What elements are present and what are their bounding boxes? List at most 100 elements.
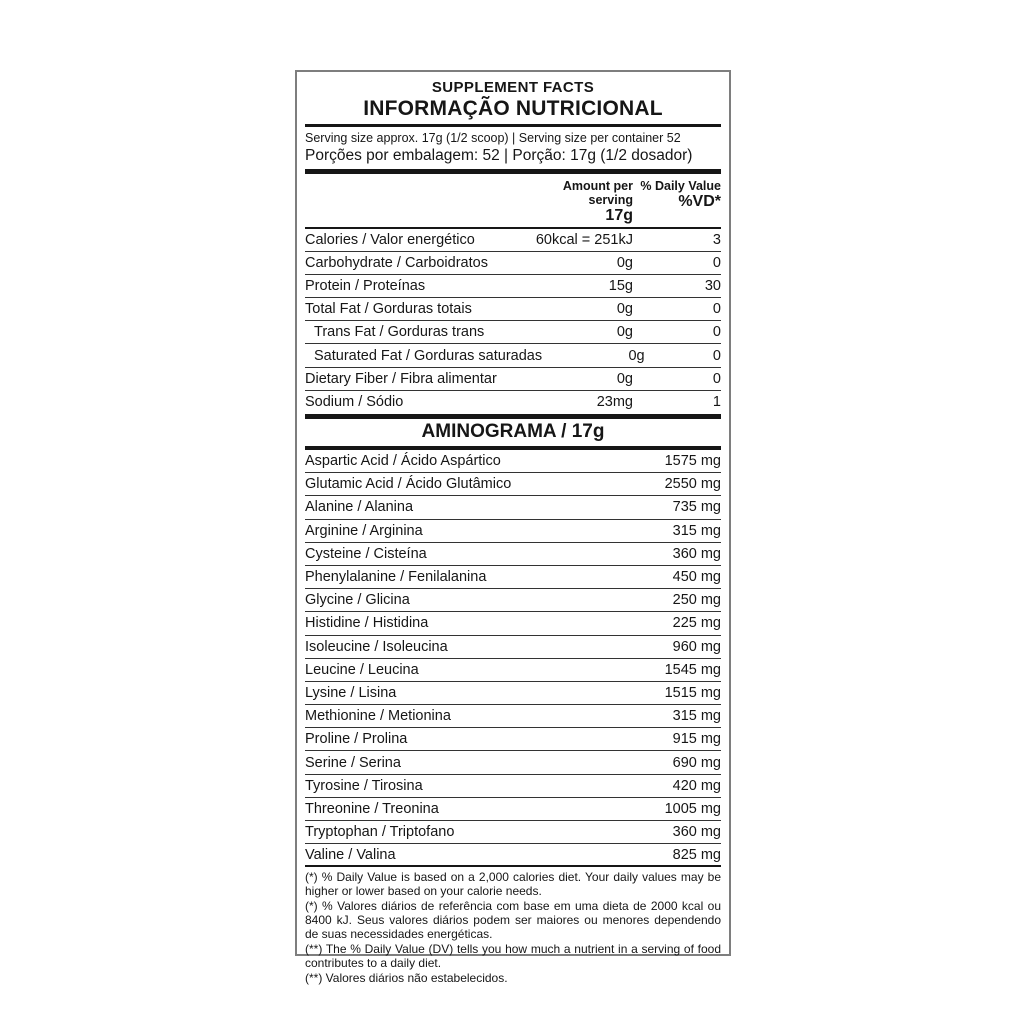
nutrient-amount: 60kcal = 251kJ — [535, 231, 633, 248]
nutrient-dv: 0 — [712, 347, 721, 364]
nutrient-amount: 15g — [608, 277, 633, 294]
serving-size-line-en: Serving size approx. 17g (1/2 scoop) | S… — [305, 130, 681, 145]
amino-acid-value: 360 mg — [672, 545, 721, 562]
table-row: Aspartic Acid / Ácido Aspártico 1575 mg — [305, 450, 721, 474]
table-row: Alanine / Alanina 735 mg — [305, 496, 721, 520]
label-title-en: SUPPLEMENT FACTS — [431, 79, 595, 96]
nutrient-dv: 0 — [712, 370, 721, 387]
table-row: Tyrosine / Tirosina 420 mg — [305, 775, 721, 798]
amino-acid-value: 250 mg — [672, 592, 721, 609]
table-row: Proline / Prolina 915 mg — [305, 728, 721, 752]
amino-acid-value: 420 mg — [672, 777, 721, 794]
nutrient-label: Calories / Valor energético — [305, 231, 475, 248]
table-row: Tryptophan / Triptofano 360 mg — [305, 821, 721, 845]
footnote-text: (*) % Daily Value is based on a 2,000 ca… — [305, 870, 721, 899]
nutrient-label: Carbohydrate / Carboidratos — [305, 254, 488, 271]
column-header-amount: Amount per serving 17g — [515, 179, 633, 224]
column-header-spacer — [305, 179, 515, 224]
table-row: Trans Fat / Gorduras trans 0g 0 — [305, 321, 721, 345]
table-row: Lysine / Lisina 1515 mg — [305, 682, 721, 706]
nutrient-dv: 1 — [712, 394, 721, 411]
amino-acid-label: Tryptophan / Triptofano — [305, 824, 455, 841]
amino-acid-value: 1515 mg — [664, 684, 721, 701]
table-row: Threonine / Treonina 1005 mg — [305, 798, 721, 821]
amino-acid-label: Aspartic Acid / Ácido Aspártico — [305, 453, 501, 470]
column-headers: Amount per serving 17g % Daily Value %VD… — [305, 179, 721, 229]
amino-acid-label: Arginine / Arginina — [305, 522, 423, 539]
amino-acid-value: 225 mg — [672, 615, 721, 632]
amino-acid-value: 315 mg — [672, 708, 721, 725]
daily-value-label: % Daily Value — [640, 178, 721, 193]
amino-acid-value: 315 mg — [672, 522, 721, 539]
column-header-dv: % Daily Value %VD* — [633, 179, 721, 224]
table-row: Isoleucine / Isoleucina 960 mg — [305, 636, 721, 659]
nutrient-amount: 0g — [616, 301, 633, 318]
table-row: Histidine / Histidina 225 mg — [305, 612, 721, 636]
table-row: Phenylalanine / Fenilalanina 450 mg — [305, 566, 721, 590]
nutrient-dv: 0 — [712, 301, 721, 318]
divider-thick — [305, 168, 721, 174]
divider-medium — [305, 124, 721, 127]
table-row: Arginine / Arginina 315 mg — [305, 520, 721, 543]
amino-acid-value: 825 mg — [672, 846, 721, 863]
footnote-text: (**) Valores diários não estabelecidos. — [305, 970, 508, 985]
table-row: Glycine / Glicina 250 mg — [305, 589, 721, 613]
table-row: Sodium / Sódio 23mg 1 — [305, 391, 721, 414]
label-title-pt: INFORMAÇÃO NUTRICIONAL — [363, 97, 663, 120]
amino-acid-value: 1575 mg — [664, 453, 721, 470]
amino-acid-label: Proline / Prolina — [305, 731, 408, 748]
amino-acid-value: 1005 mg — [664, 800, 721, 817]
amino-acid-label: Threonine / Treonina — [305, 800, 439, 817]
daily-value-sub: %VD* — [678, 192, 721, 210]
amino-acid-label: Valine / Valina — [305, 846, 396, 863]
footnotes: (*) % Daily Value is based on a 2,000 ca… — [305, 870, 721, 985]
nutrient-label: Saturated Fat / Gorduras saturadas — [314, 347, 543, 364]
amino-acid-value: 735 mg — [672, 499, 721, 516]
nutrient-amount: 0g — [616, 370, 633, 387]
table-row: Leucine / Leucina 1545 mg — [305, 659, 721, 682]
nutrient-amount: 23mg — [596, 394, 633, 411]
amino-acid-label: Phenylalanine / Fenilalanina — [305, 569, 487, 586]
table-row: Methionine / Metionina 315 mg — [305, 705, 721, 729]
nutrient-amount: 0g — [616, 324, 633, 341]
amount-per-serving-sub: 17g — [605, 206, 633, 224]
table-row: Serine / Serina 690 mg — [305, 751, 721, 775]
amino-acid-label: Histidine / Histidina — [305, 615, 429, 632]
amino-acid-label: Lysine / Lisina — [305, 684, 397, 701]
nutrient-amount: 0g — [616, 254, 633, 271]
amino-acid-value: 690 mg — [672, 754, 721, 771]
amount-per-serving-label: Amount per serving — [562, 178, 633, 207]
nutrient-label: Dietary Fiber / Fibra alimentar — [305, 370, 497, 387]
table-row: Saturated Fat / Gorduras saturadas 0g 0 — [305, 344, 721, 368]
amino-acid-value: 1545 mg — [664, 661, 721, 678]
nutrient-label: Sodium / Sódio — [305, 394, 404, 411]
table-row: Dietary Fiber / Fibra alimentar 0g 0 — [305, 368, 721, 391]
nutrient-amount: 0g — [628, 347, 645, 364]
nutrient-dv: 30 — [704, 277, 721, 294]
amino-acid-label: Serine / Serina — [305, 754, 401, 771]
nutrient-table: Calories / Valor energético 60kcal = 251k… — [305, 229, 721, 415]
table-row: Protein / Proteínas 15g 30 — [305, 275, 721, 299]
amino-acid-label: Alanine / Alanina — [305, 499, 414, 516]
nutrient-dv: 0 — [712, 254, 721, 271]
amino-acid-label: Glutamic Acid / Ácido Glutâmico — [305, 476, 512, 493]
supplement-facts-label: SUPPLEMENT FACTS INFORMAÇÃO NUTRICIONAL … — [295, 70, 731, 985]
aminogram-section-title: AMINOGRAMA / 17g — [305, 414, 721, 450]
amino-acid-value: 360 mg — [672, 824, 721, 841]
amino-acid-value: 960 mg — [672, 638, 721, 655]
footnote-text: (*) % Valores diários de referência com … — [305, 899, 721, 941]
table-row: Glutamic Acid / Ácido Glutâmico 2550 mg — [305, 473, 721, 497]
amino-acid-value: 2550 mg — [664, 476, 721, 493]
amino-acid-label: Glycine / Glicina — [305, 592, 410, 609]
aminogram-table: Aspartic Acid / Ácido Aspártico 1575 mg Gl… — [305, 450, 721, 868]
amino-acid-value: 915 mg — [672, 731, 721, 748]
nutrient-label: Trans Fat / Gorduras trans — [314, 324, 485, 341]
table-row: Cysteine / Cisteína 360 mg — [305, 543, 721, 566]
table-row: Valine / Valina 825 mg — [305, 844, 721, 868]
nutrient-label: Protein / Proteínas — [305, 277, 426, 294]
nutrient-dv: 3 — [712, 231, 721, 248]
table-row: Carbohydrate / Carboidratos 0g 0 — [305, 252, 721, 275]
amino-acid-label: Isoleucine / Isoleucina — [305, 638, 448, 655]
amino-acid-label: Methionine / Metionina — [305, 708, 451, 725]
amino-acid-label: Leucine / Leucina — [305, 661, 419, 678]
